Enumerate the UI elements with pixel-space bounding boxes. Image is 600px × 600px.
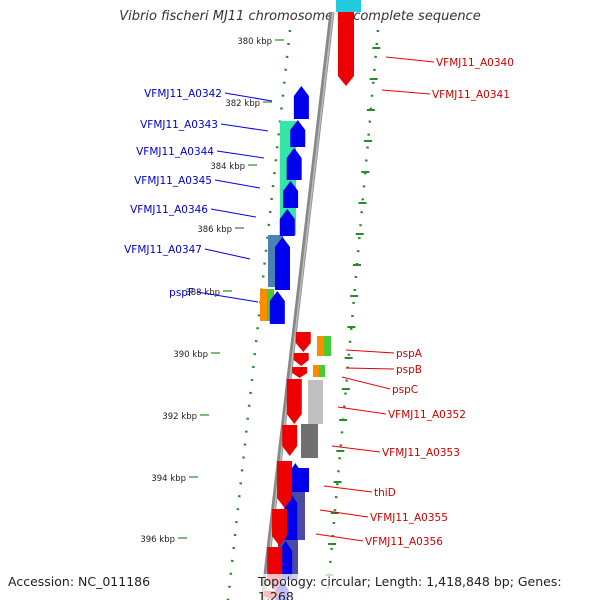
map-title: Vibrio fischeri MJ11 chromosome II, comp… (119, 9, 481, 24)
tick-label: 382 kbp (225, 99, 260, 109)
leader-line (224, 92, 273, 102)
reverse-gene-arrow (338, 12, 354, 86)
reverse-gene-label[interactable]: pspA (396, 348, 423, 360)
cog-bar-gray (301, 424, 318, 458)
cog-bar-silver (308, 380, 323, 424)
forward-gene-arrow (279, 541, 293, 580)
forward-gene-label[interactable]: VFMJ11_A0346 (130, 204, 208, 216)
leader-line (315, 533, 364, 542)
reverse-gene-label[interactable]: VFMJ11_A0353 (382, 447, 460, 459)
leader-line (381, 89, 431, 95)
leader-line (196, 291, 259, 303)
forward-gene-arrow (283, 181, 299, 208)
reverse-gene-arrow (292, 367, 308, 378)
gene-arrows (264, 12, 354, 600)
reverse-gene-arrow (277, 461, 293, 508)
reverse-gene-label[interactable]: VFMJ11_A0341 (432, 89, 510, 101)
reverse-gene-arrow (293, 353, 309, 366)
leader-line (323, 485, 373, 493)
reverse-gene-label[interactable]: pspC (392, 384, 418, 396)
cog-bar-orange (260, 289, 267, 321)
outer-dotted-ring (325, 29, 380, 600)
forward-gene-label[interactable]: VFMJ11_A0345 (134, 175, 212, 187)
backbone-highlight (263, 11, 334, 600)
reverse-gene-arrow (286, 379, 302, 424)
leader-line (385, 56, 435, 63)
leader-line (319, 509, 369, 518)
tick-label: 394 kbp (151, 474, 186, 484)
tick-label: 390 kbp (173, 350, 208, 360)
forward-gene-label[interactable]: VFMJ11_A0343 (140, 119, 218, 131)
tick-label: 380 kbp (237, 37, 272, 47)
leader-line (214, 179, 261, 189)
reverse-gene-label[interactable]: thiD (374, 487, 396, 499)
leader-line (345, 367, 395, 370)
forward-gene-label[interactable]: pspF (169, 287, 194, 299)
reverse-gene-label[interactable]: VFMJ11_A0352 (388, 409, 466, 421)
forward-gene-arrow (284, 493, 298, 540)
cog-bar-green-rev2 (319, 365, 325, 377)
forward-gene-arrow (288, 463, 302, 492)
accession-label: Accession: NC_011186 (8, 574, 151, 589)
reverse-gene-label[interactable]: pspB (396, 364, 422, 376)
leader-line (220, 123, 269, 132)
forward-gene-arrow (290, 120, 306, 147)
cog-bar-orange-rev (317, 336, 324, 356)
reverse-gene-label[interactable]: VFMJ11_A0356 (365, 536, 443, 548)
forward-gene-arrow (279, 209, 295, 236)
reverse-gene-arrow (272, 509, 288, 546)
reverse-gene-arrow (295, 332, 311, 352)
cog-bar-cyan (336, 0, 361, 12)
leader-line (345, 349, 395, 354)
leader-line (204, 248, 251, 260)
reverse-gene-arrow (282, 425, 298, 456)
forward-gene-label[interactable]: VFMJ11_A0347 (124, 244, 202, 256)
tick-label: 386 kbp (197, 225, 232, 235)
leader-line (210, 208, 257, 218)
tick-label: 392 kbp (162, 412, 197, 422)
forward-gene-arrow (286, 148, 302, 180)
forward-gene-label[interactable]: VFMJ11_A0342 (144, 88, 222, 100)
forward-gene-arrow (293, 86, 309, 119)
forward-gene-label[interactable]: VFMJ11_A0344 (136, 146, 214, 158)
leader-line (341, 376, 391, 390)
forward-gene-arrow (269, 291, 285, 324)
leader-line (216, 150, 265, 159)
leader-line (331, 445, 381, 453)
cog-bar-orange-rev2 (313, 365, 319, 377)
tick-label: 396 kbp (140, 535, 175, 545)
leader-line (337, 406, 387, 415)
forward-gene-arrow (274, 237, 290, 290)
reverse-gene-label[interactable]: VFMJ11_A0340 (436, 57, 514, 69)
tick-label: 384 kbp (210, 162, 245, 172)
topology-label: Topology: circular; Length: 1,418,848 bp… (258, 574, 600, 600)
gene-labels: VFMJ11_A0342 VFMJ11_A0343 VFMJ11_A0344 VFMJ… (124, 56, 514, 548)
cog-bar-green-rev (324, 336, 331, 356)
inner-dotted-ring (226, 29, 292, 600)
reverse-gene-label[interactable]: VFMJ11_A0355 (370, 512, 448, 524)
chromosome-backbone (260, 11, 335, 600)
